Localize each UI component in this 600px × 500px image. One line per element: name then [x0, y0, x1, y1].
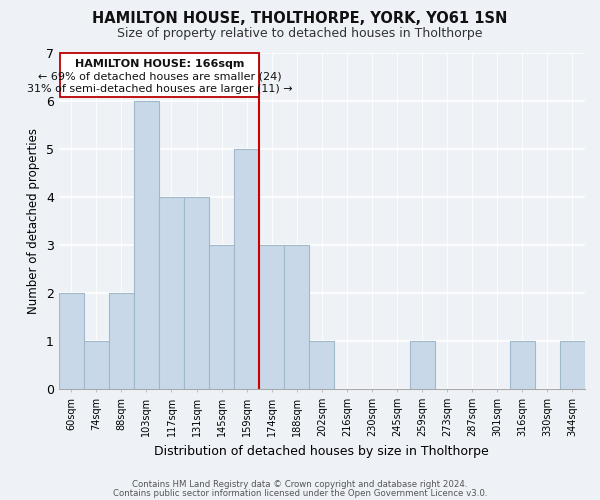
Bar — [209, 245, 234, 389]
Text: HAMILTON HOUSE, THOLTHORPE, YORK, YO61 1SN: HAMILTON HOUSE, THOLTHORPE, YORK, YO61 1… — [92, 11, 508, 26]
Bar — [184, 197, 209, 389]
Bar — [59, 293, 84, 389]
Bar — [560, 341, 585, 389]
Text: Contains public sector information licensed under the Open Government Licence v3: Contains public sector information licen… — [113, 489, 487, 498]
Bar — [234, 148, 259, 389]
Text: ← 69% of detached houses are smaller (24): ← 69% of detached houses are smaller (24… — [38, 72, 281, 82]
Text: HAMILTON HOUSE: 166sqm: HAMILTON HOUSE: 166sqm — [75, 59, 244, 69]
Bar — [159, 197, 184, 389]
Bar — [134, 100, 159, 389]
Bar — [510, 341, 535, 389]
Bar — [284, 245, 310, 389]
Text: 31% of semi-detached houses are larger (11) →: 31% of semi-detached houses are larger (… — [27, 84, 292, 94]
Bar — [84, 341, 109, 389]
Bar — [310, 341, 334, 389]
Bar — [259, 245, 284, 389]
Y-axis label: Number of detached properties: Number of detached properties — [27, 128, 40, 314]
Text: Contains HM Land Registry data © Crown copyright and database right 2024.: Contains HM Land Registry data © Crown c… — [132, 480, 468, 489]
Bar — [109, 293, 134, 389]
Bar — [410, 341, 434, 389]
Text: Size of property relative to detached houses in Tholthorpe: Size of property relative to detached ho… — [117, 27, 483, 40]
FancyBboxPatch shape — [60, 52, 259, 96]
X-axis label: Distribution of detached houses by size in Tholthorpe: Distribution of detached houses by size … — [154, 444, 489, 458]
